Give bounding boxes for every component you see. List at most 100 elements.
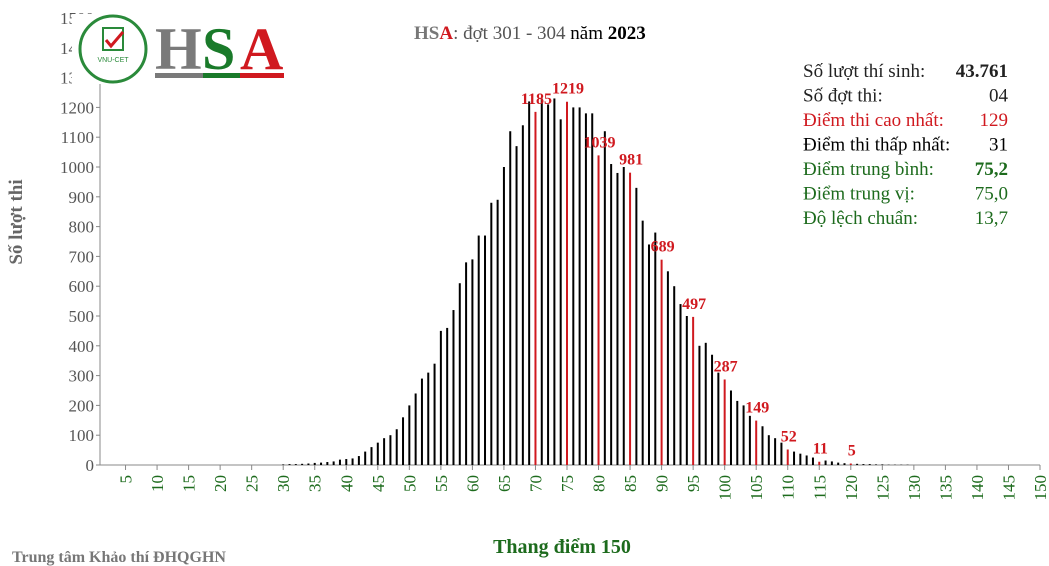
- bar: [528, 101, 531, 465]
- bar: [736, 400, 739, 465]
- logo-letter: H: [155, 16, 202, 82]
- bar: [439, 330, 442, 465]
- bar: [717, 372, 720, 465]
- bar: [603, 131, 606, 466]
- x-tick-label: 105: [747, 475, 766, 501]
- bar: [414, 393, 417, 465]
- bar: [301, 463, 304, 465]
- x-tick-label: 50: [400, 475, 419, 492]
- x-tick-label: 75: [558, 475, 577, 492]
- data-label: 1185: [521, 91, 552, 108]
- bar: [427, 372, 430, 465]
- x-axis-label: Thang điểm 150: [493, 536, 631, 558]
- x-tick-label: 65: [495, 475, 514, 492]
- title-part: A: [439, 23, 453, 44]
- bar: [496, 199, 499, 465]
- stats: Số lượt thí sinh: 43.761 Số đợt thi: 04 Điểm…: [803, 61, 1009, 229]
- x-tick-label: 85: [621, 475, 640, 492]
- bar: [345, 459, 348, 465]
- bar: [351, 458, 354, 465]
- chart-title: HSA: đợt 301 - 304 năm 2023: [414, 23, 646, 44]
- bar: [408, 405, 411, 465]
- stat-label: Số đợt thi:: [803, 86, 883, 107]
- bar: [843, 463, 846, 465]
- bar: [572, 107, 575, 466]
- x-tick-label: 15: [180, 475, 199, 492]
- stat-value: 75,2: [975, 159, 1008, 180]
- bar: [673, 286, 676, 465]
- stat-value: 31: [989, 135, 1008, 156]
- data-label: 1039: [584, 134, 616, 151]
- bar: [502, 167, 505, 465]
- x-tick-label: 140: [968, 475, 987, 501]
- bar: [534, 111, 537, 466]
- bar: [610, 164, 613, 465]
- bar: [389, 435, 392, 465]
- bar: [805, 455, 808, 465]
- bar: [698, 345, 701, 465]
- bar: [685, 316, 688, 465]
- bar: [395, 429, 398, 465]
- logo-bar: [203, 73, 240, 78]
- x-tick-label: 115: [810, 475, 829, 500]
- bar: [294, 464, 297, 465]
- logo-bar: [240, 73, 284, 78]
- bar: [774, 438, 777, 465]
- bar: [629, 172, 632, 466]
- y-tick-label: 100: [69, 426, 95, 445]
- bar: [490, 202, 493, 465]
- data-label: 52: [781, 429, 797, 446]
- bar: [320, 462, 323, 465]
- x-tick-label: 130: [905, 475, 924, 501]
- bar: [584, 113, 587, 466]
- logo-letter: A: [240, 16, 283, 82]
- bar: [484, 235, 487, 465]
- bar: [616, 172, 619, 465]
- y-axis-label: Số lượt thi: [6, 179, 27, 264]
- title-part: HS: [414, 23, 439, 44]
- data-label: 497: [682, 296, 706, 313]
- data-label: 11: [813, 441, 828, 458]
- y-tick-label: 1000: [60, 158, 94, 177]
- title-part: năm: [566, 23, 608, 44]
- bar: [767, 435, 770, 465]
- y-tick-label: 400: [69, 337, 95, 356]
- y-tick-label: 0: [86, 456, 95, 475]
- x-tick-label: 60: [463, 475, 482, 492]
- stat-value: 75,0: [975, 184, 1008, 205]
- data-label: 1219: [552, 81, 584, 98]
- bar: [307, 463, 310, 465]
- x-tick-label: 5: [117, 475, 136, 484]
- bar: [748, 415, 751, 465]
- bar: [332, 461, 335, 465]
- x-tick-label: 135: [936, 475, 955, 501]
- bar: [559, 119, 562, 465]
- bar: [465, 262, 468, 465]
- bar: [433, 363, 436, 465]
- stat-value: 129: [980, 110, 1009, 131]
- bar: [376, 442, 379, 465]
- bar: [591, 113, 594, 466]
- bar: [711, 354, 714, 465]
- x-tick-label: 145: [999, 475, 1018, 501]
- stat-label: Độ lệch chuẩn:: [803, 208, 918, 229]
- bar: [547, 104, 550, 466]
- bar: [692, 316, 695, 465]
- stat-value: 04: [989, 86, 1009, 107]
- stat-label: Điểm trung bình:: [803, 159, 934, 180]
- bar: [824, 460, 827, 465]
- bar: [370, 447, 373, 465]
- title-part: : đợt 301 - 304: [453, 23, 566, 44]
- bar: [875, 464, 878, 465]
- bar: [780, 442, 783, 465]
- x-tick-label: 45: [369, 475, 388, 492]
- bar: [326, 462, 329, 465]
- bar: [521, 125, 524, 465]
- stat-value: 43.761: [956, 61, 1008, 82]
- bar: [313, 462, 316, 465]
- bar: [622, 167, 625, 465]
- logo-badge-text: VNU-CET: [97, 57, 129, 64]
- bar: [799, 453, 802, 465]
- bar: [818, 461, 821, 465]
